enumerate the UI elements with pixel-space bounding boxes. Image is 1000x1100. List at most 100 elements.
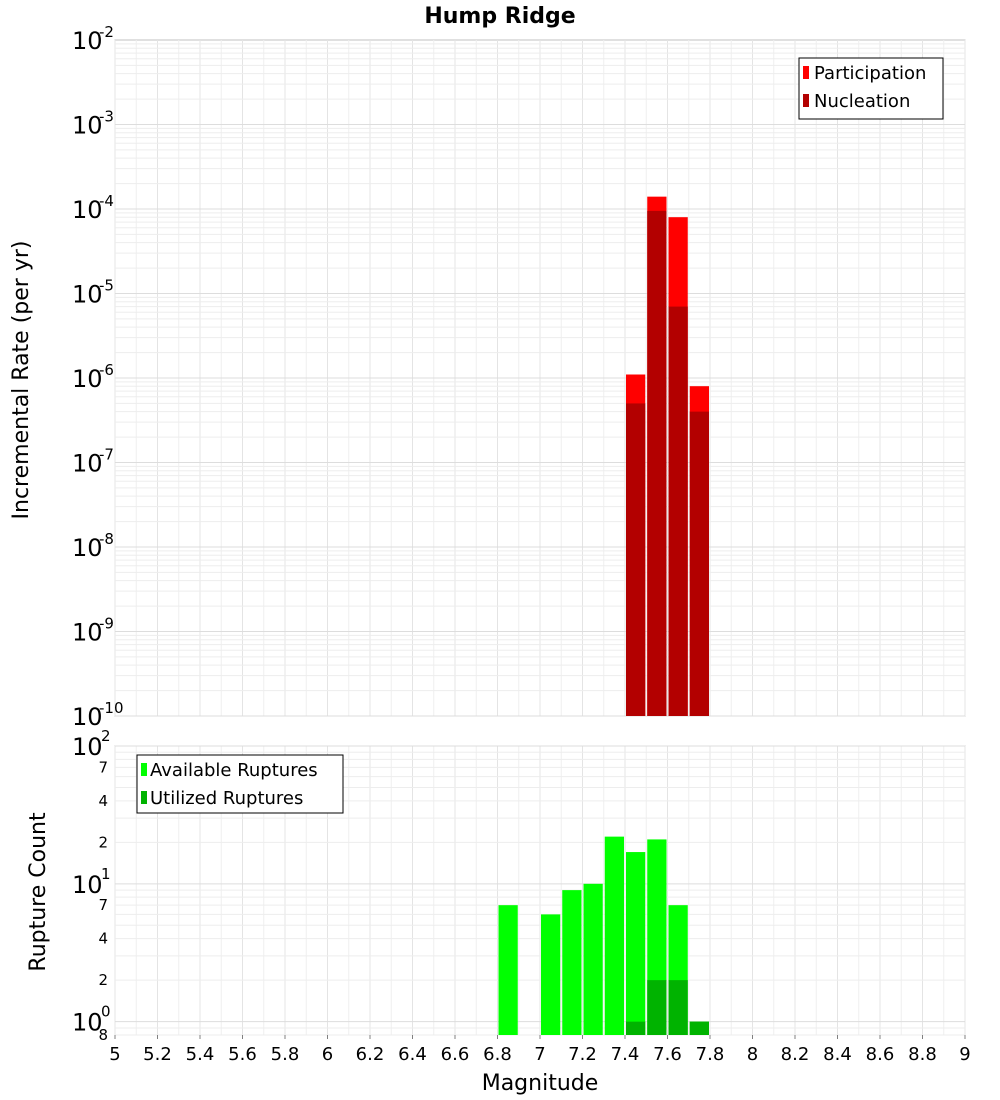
utilized-ruptures-bar xyxy=(668,980,688,1035)
x-tick-label: 7.8 xyxy=(696,1044,725,1065)
x-tick-label: 5.8 xyxy=(271,1044,300,1065)
available-legend-swatch xyxy=(141,763,147,776)
count-y-minor-tick-label: 4 xyxy=(98,930,108,948)
magnitude-x-ticks: 5 5.2 5.4 5.6 5.8 6 6.2 6.4 6.6 6.8 7 7.2 7.4 7.6 7.8 8… xyxy=(109,1035,971,1065)
rate-y-tick-exponent: -9 xyxy=(99,615,114,633)
x-tick-label: 8.2 xyxy=(781,1044,810,1065)
count-y-tick-exponent: 2 xyxy=(101,727,111,745)
rate-bars xyxy=(626,196,709,717)
rate-y-tick-base: 10 xyxy=(72,534,103,562)
available-ruptures-bar xyxy=(562,890,582,1035)
available-legend-label: Available Ruptures xyxy=(150,760,318,781)
rate-y-tick-exponent: -2 xyxy=(99,23,114,41)
count-y-tick-base: 10 xyxy=(72,1009,103,1037)
count-y-tick-exponent: 1 xyxy=(101,865,111,883)
count-y-minor-tick-label: 2 xyxy=(98,833,108,851)
count-y-tick-label: 101 xyxy=(72,865,111,899)
x-tick-label: 7.6 xyxy=(653,1044,682,1065)
nucleation-bar xyxy=(689,411,709,716)
x-tick-label: 7.4 xyxy=(611,1044,640,1065)
x-tick-label: 6.8 xyxy=(483,1044,512,1065)
nucleation-legend-swatch xyxy=(803,94,809,107)
rate-y-tick-label: 10-8 xyxy=(72,530,114,562)
rate-y-tick-label: 10-9 xyxy=(72,615,114,647)
rate-y-tick-label: 10-6 xyxy=(72,361,114,393)
utilized-legend-swatch xyxy=(141,791,147,804)
utilized-ruptures-bar xyxy=(647,980,667,1035)
rate-y-tick-exponent: -3 xyxy=(99,108,114,126)
x-tick-label: 5.4 xyxy=(186,1044,215,1065)
x-tick-label: 6.6 xyxy=(441,1044,470,1065)
x-tick-label: 6 xyxy=(322,1044,333,1065)
rate-y-tick-base: 10 xyxy=(72,619,103,647)
participation-legend-label: Participation xyxy=(814,63,926,84)
utilized-legend-label: Utilized Ruptures xyxy=(150,788,303,809)
x-tick-label: 8 xyxy=(747,1044,758,1065)
available-ruptures-bar xyxy=(498,905,518,1035)
x-tick-label: 7 xyxy=(534,1044,545,1065)
count-y-minor-tick-label: 7 xyxy=(98,758,108,776)
rate-legend: Participation Nucleation xyxy=(798,57,944,120)
x-tick-label: 6.2 xyxy=(356,1044,385,1065)
count-y-tick-base: 10 xyxy=(72,871,103,899)
nucleation-bar xyxy=(668,306,688,716)
participation-legend-swatch xyxy=(803,66,809,79)
available-ruptures-bar xyxy=(604,836,624,1035)
count-y-tick-exponent: 0 xyxy=(101,1003,111,1021)
available-ruptures-bar xyxy=(541,914,561,1035)
x-tick-label: 8.8 xyxy=(908,1044,937,1065)
rate-y-tick-label: 10-10 xyxy=(72,699,124,731)
available-ruptures-bar xyxy=(626,852,646,1035)
x-tick-label: 8.6 xyxy=(866,1044,895,1065)
count-y-minor-tick-label: 4 xyxy=(98,792,108,810)
count-y-tick-base: 10 xyxy=(72,733,103,761)
rate-y-tick-label: 10-7 xyxy=(72,446,114,478)
x-tick-label: 7.2 xyxy=(568,1044,597,1065)
count-legend: Available Ruptures Utilized Ruptures xyxy=(136,754,344,814)
rate-y-tick-base: 10 xyxy=(72,281,103,309)
rate-y-tick-base: 10 xyxy=(72,196,103,224)
rate-y-tick-exponent: -10 xyxy=(99,699,124,717)
rate-y-tick-exponent: -5 xyxy=(99,277,114,295)
chart-title: Hump Ridge xyxy=(424,4,575,29)
available-ruptures-bar xyxy=(583,883,603,1035)
x-axis-label: Magnitude xyxy=(482,1071,599,1096)
rate-y-axis-label: Incremental Rate (per yr) xyxy=(9,241,34,520)
x-tick-label: 8.4 xyxy=(823,1044,852,1065)
rate-y-tick-exponent: -4 xyxy=(99,192,114,210)
count-y-minor-tick-label: 8 xyxy=(98,1026,108,1044)
count-y-tick-label: 100 xyxy=(72,1003,111,1037)
x-tick-label: 9 xyxy=(959,1044,970,1065)
nucleation-legend-label: Nucleation xyxy=(814,91,910,112)
rate-y-tick-label: 10-5 xyxy=(72,277,114,309)
rate-legend-box xyxy=(798,57,944,120)
count-bars xyxy=(498,836,709,1035)
rate-y-tick-label: 10-2 xyxy=(72,23,114,55)
rate-grid xyxy=(114,40,966,717)
utilized-ruptures-bar xyxy=(689,1021,709,1035)
x-tick-label: 5.2 xyxy=(143,1044,172,1065)
rate-y-tick-base: 10 xyxy=(72,112,103,140)
count-y-minor-tick-label: 2 xyxy=(98,971,108,989)
count-y-axis-label: Rupture Count xyxy=(26,812,51,972)
nucleation-bar xyxy=(626,403,646,716)
count-y-tick-label: 102 xyxy=(72,727,111,761)
rate-y-tick-base: 10 xyxy=(72,703,103,731)
utilized-ruptures-bar xyxy=(626,1021,646,1035)
rate-y-tick-exponent: -7 xyxy=(99,446,114,464)
rate-y-tick-base: 10 xyxy=(72,365,103,393)
rate-y-tick-base: 10 xyxy=(72,27,103,55)
rate-y-tick-label: 10-3 xyxy=(72,108,114,140)
rate-y-tick-exponent: -6 xyxy=(99,361,114,379)
x-tick-label: 5 xyxy=(109,1044,120,1065)
count-grid xyxy=(114,745,966,1036)
count-y-minor-tick-label: 7 xyxy=(98,896,108,914)
count-legend-box xyxy=(136,754,344,814)
x-tick-label: 6.4 xyxy=(398,1044,427,1065)
rate-y-tick-base: 10 xyxy=(72,450,103,478)
